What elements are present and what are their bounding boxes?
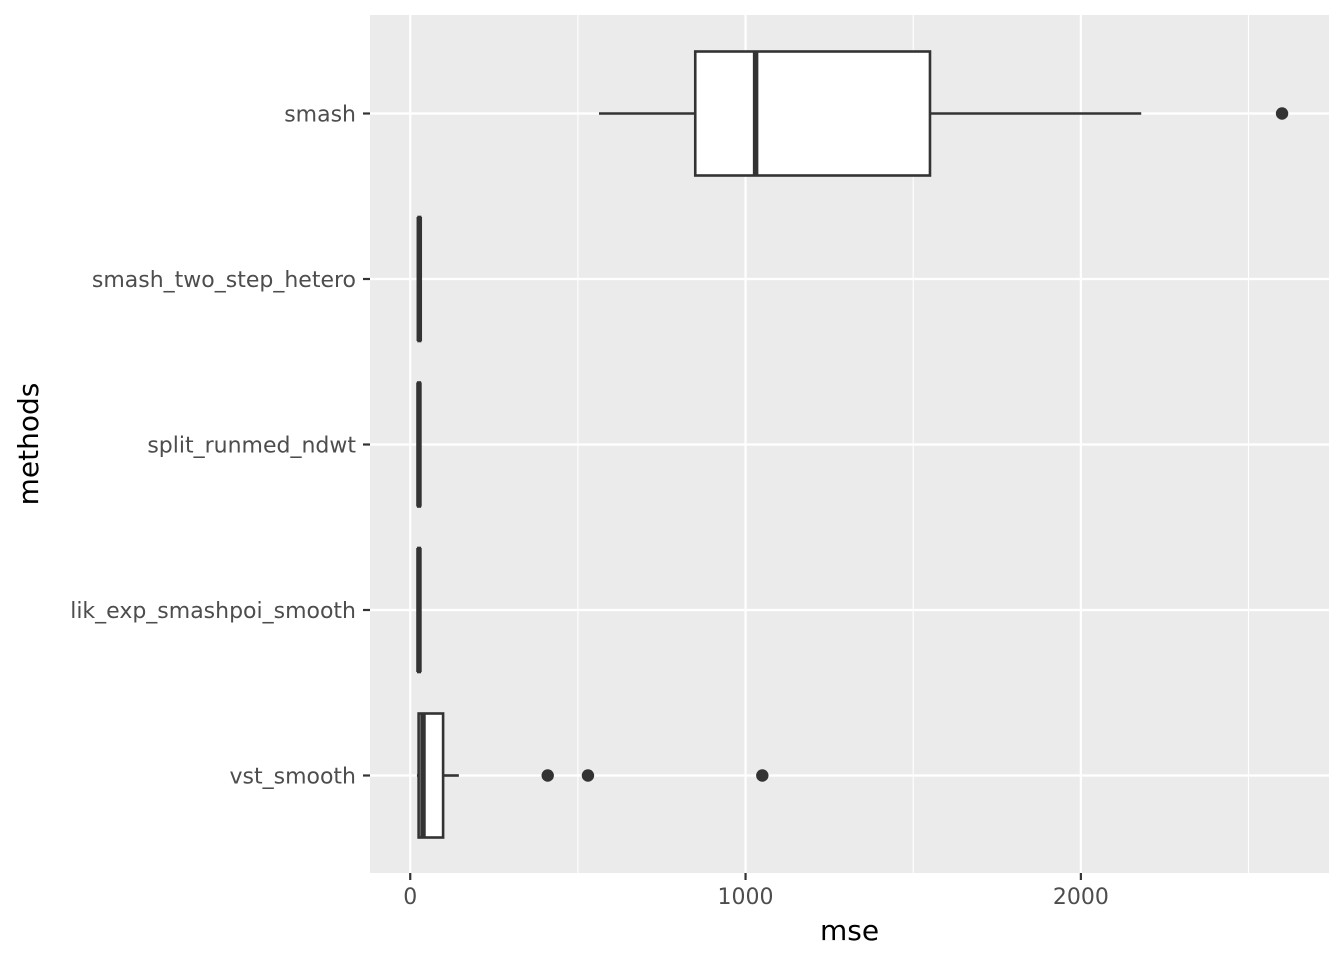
y-axis-title: methods	[12, 383, 45, 506]
outlier-point	[581, 769, 595, 782]
y-tick-label: lik_exp_smashpoi_smooth	[70, 599, 356, 624]
outlier-point	[1275, 107, 1289, 120]
boxplot-split-runmed-ndwt	[416, 381, 422, 508]
y-tick-label: split_runmed_ndwt	[147, 434, 356, 459]
x-tick-label: 1000	[718, 885, 774, 910]
outlier-point	[541, 769, 554, 782]
axes: 0 1000 2000 smash smash_two_step_heterosplit…	[70, 103, 1109, 911]
boxplot-smash-two-step-hetero	[416, 215, 423, 343]
x-tick-label: 2000	[1053, 885, 1109, 910]
grid-lines	[370, 15, 1329, 873]
boxplot-vst-smooth	[416, 712, 769, 839]
boxplot-series	[416, 50, 1289, 839]
y-tick-label: smash	[284, 103, 356, 128]
box	[693, 50, 932, 177]
y-tick-label: vst_smooth	[230, 765, 357, 790]
y-tick-label: smash_two_step_hetero	[92, 268, 356, 293]
boxplot-smash	[599, 50, 1289, 177]
boxplot-lik-exp-smashpoi-smooth	[416, 546, 422, 674]
outlier-point	[756, 769, 769, 782]
x-tick-label: 0	[403, 885, 417, 910]
x-axis-title: mse	[820, 914, 879, 947]
